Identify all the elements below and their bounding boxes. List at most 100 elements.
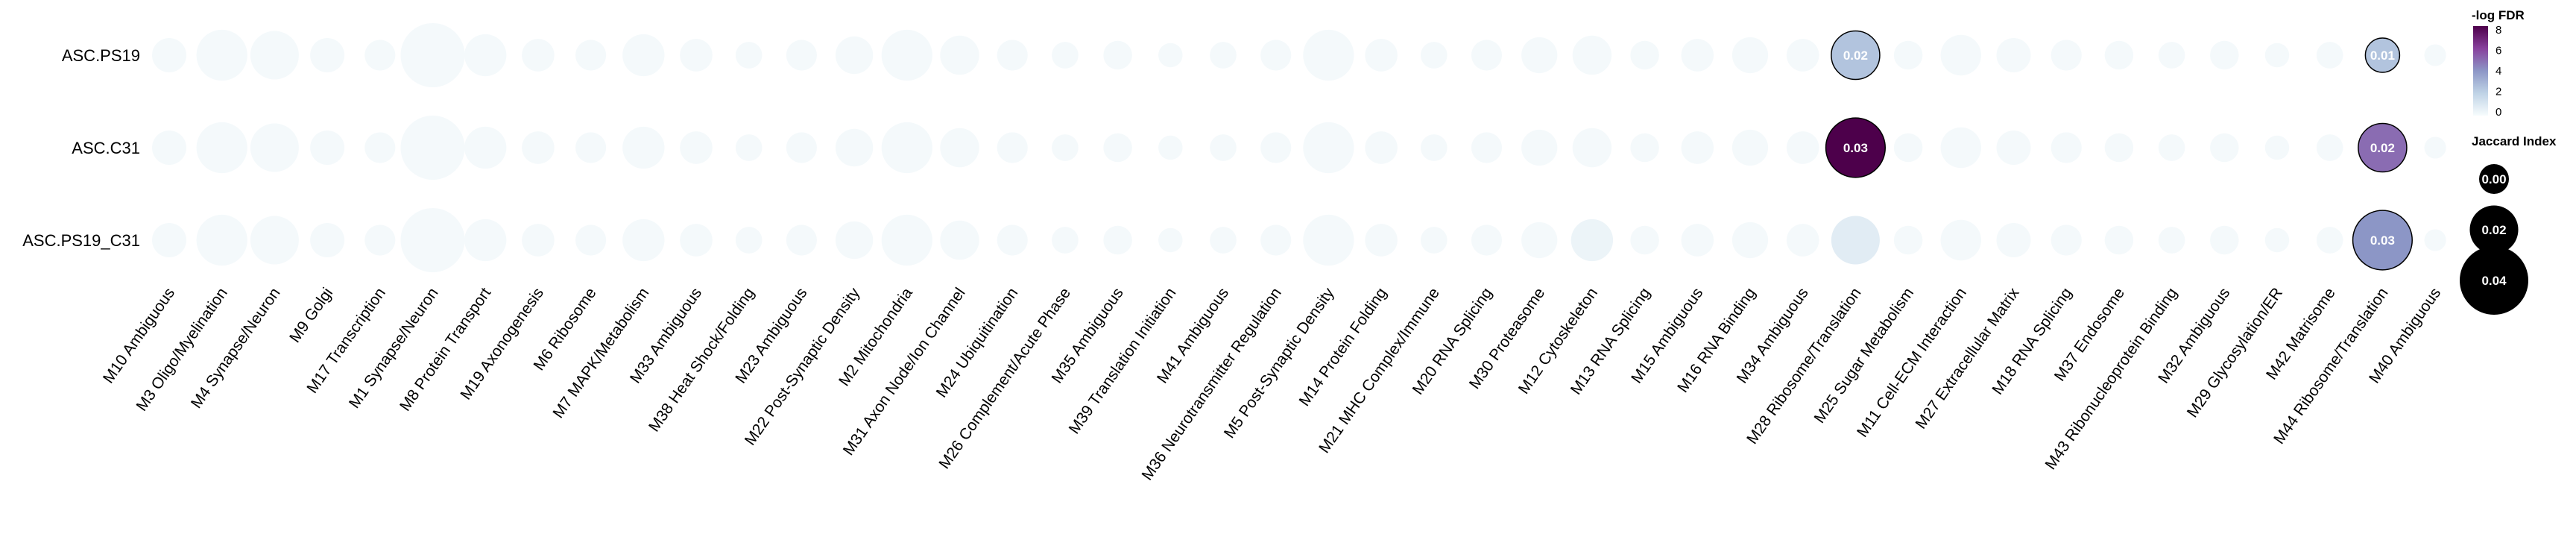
bubble	[1303, 29, 1354, 81]
bubble	[1260, 132, 1292, 163]
bubble	[1365, 39, 1398, 72]
bubble	[575, 224, 607, 256]
bubble	[1103, 225, 1132, 255]
bubble	[1260, 40, 1292, 71]
bubble	[1630, 40, 1659, 70]
significant-bubble	[1570, 219, 1614, 262]
bubble	[464, 219, 507, 262]
bubble	[2158, 42, 2185, 69]
bubble	[1731, 129, 1769, 166]
bubble	[522, 131, 555, 164]
bubble	[2264, 43, 2290, 68]
bubble	[2316, 227, 2343, 254]
bubble	[2104, 133, 2134, 163]
bubble-value-label: 0.01	[2370, 48, 2395, 63]
bubble	[786, 132, 817, 163]
size-legend-label: 0.02	[2481, 223, 2506, 237]
column-label: M38 Heat Shock/Folding	[645, 285, 758, 436]
color-legend-tick: 8	[2496, 24, 2501, 37]
bubble	[2210, 40, 2239, 70]
bubble	[1786, 224, 1819, 257]
bubble	[786, 224, 817, 256]
bubble	[400, 22, 465, 88]
bubble	[1681, 224, 1714, 257]
bubble	[1786, 39, 1819, 72]
bubble	[881, 122, 932, 174]
bubble	[364, 40, 396, 71]
bubble	[2051, 40, 2082, 71]
bubble	[2158, 134, 2185, 161]
row-label: ASC.PS19_C31	[22, 231, 140, 250]
bubble	[940, 128, 979, 168]
bubble	[1996, 223, 2031, 257]
size-legend-entries: 0.00 0.02 0.04	[2460, 164, 2528, 315]
bubble	[1210, 42, 1237, 69]
bubble	[575, 40, 607, 71]
bubble	[152, 131, 186, 165]
bubbles: 0.02 0.01 0.03 0.02 0.03	[152, 22, 2446, 273]
bubble	[250, 123, 299, 172]
bubble	[152, 38, 186, 72]
bubble	[1052, 134, 1079, 161]
bubble	[152, 223, 186, 257]
bubble	[997, 40, 1028, 71]
bubble	[2424, 229, 2446, 251]
bubble	[196, 29, 247, 81]
bubble	[1731, 37, 1769, 74]
column-label: M27 Extracellular Matrix	[1913, 284, 2023, 432]
bubble	[1940, 127, 1982, 169]
column-label: M5 Post-Synaptic Density	[1221, 284, 1338, 442]
bubble	[310, 223, 345, 257]
bubble	[1303, 122, 1354, 174]
bubble	[1731, 222, 1769, 259]
bubble	[196, 214, 247, 266]
row-label: ASC.PS19	[62, 46, 140, 65]
bubble	[464, 34, 507, 77]
bubble	[2316, 42, 2343, 69]
bubble	[1260, 224, 1292, 256]
bubble	[881, 29, 932, 81]
column-label: M7 MAPK/Metabolism	[549, 285, 652, 421]
bubble	[997, 132, 1028, 163]
size-legend-circle	[2469, 205, 2519, 254]
bubble	[1303, 214, 1354, 266]
bubble	[1681, 39, 1714, 72]
color-legend-tick: 6	[2496, 45, 2501, 57]
bubble	[1893, 225, 1923, 255]
bubble	[2104, 225, 2134, 255]
color-legend-ticks: 8 6 4 2 0	[2496, 24, 2501, 119]
color-legend-tick: 0	[2496, 106, 2501, 119]
bubble	[1893, 133, 1923, 163]
bubble	[940, 220, 979, 260]
bubble	[250, 216, 299, 265]
bubble	[1420, 134, 1448, 161]
bubble	[1630, 225, 1659, 255]
bubble	[364, 224, 396, 256]
color-legend-bar	[2473, 26, 2488, 116]
bubble	[1996, 38, 2031, 72]
bubble	[1471, 40, 1503, 71]
significant-bubble	[2358, 122, 2408, 173]
bubble	[997, 224, 1028, 256]
bubble	[1210, 227, 1237, 254]
bubble	[1210, 134, 1237, 161]
bubble	[1786, 131, 1819, 164]
bubble	[1365, 131, 1398, 164]
bubble	[2051, 132, 2082, 163]
bubble	[680, 131, 713, 164]
bubble	[522, 224, 555, 257]
bubble	[575, 132, 607, 163]
bubble	[2424, 44, 2446, 66]
bubble	[464, 126, 507, 169]
color-legend-title: -log FDR	[2472, 8, 2525, 22]
row-label: ASC.C31	[72, 139, 140, 157]
size-legend: Jaccard Index 0.00 0.02 0.04	[2460, 134, 2557, 315]
bubble	[196, 122, 247, 174]
bubble	[1521, 129, 1558, 166]
column-label: M39 Translation Initiation	[1066, 285, 1180, 437]
bubble	[1158, 43, 1183, 68]
column-label: M11 Cell-ECM Interaction	[1854, 285, 1970, 441]
significant-bubble	[1831, 216, 1880, 265]
bubble	[1681, 131, 1714, 164]
